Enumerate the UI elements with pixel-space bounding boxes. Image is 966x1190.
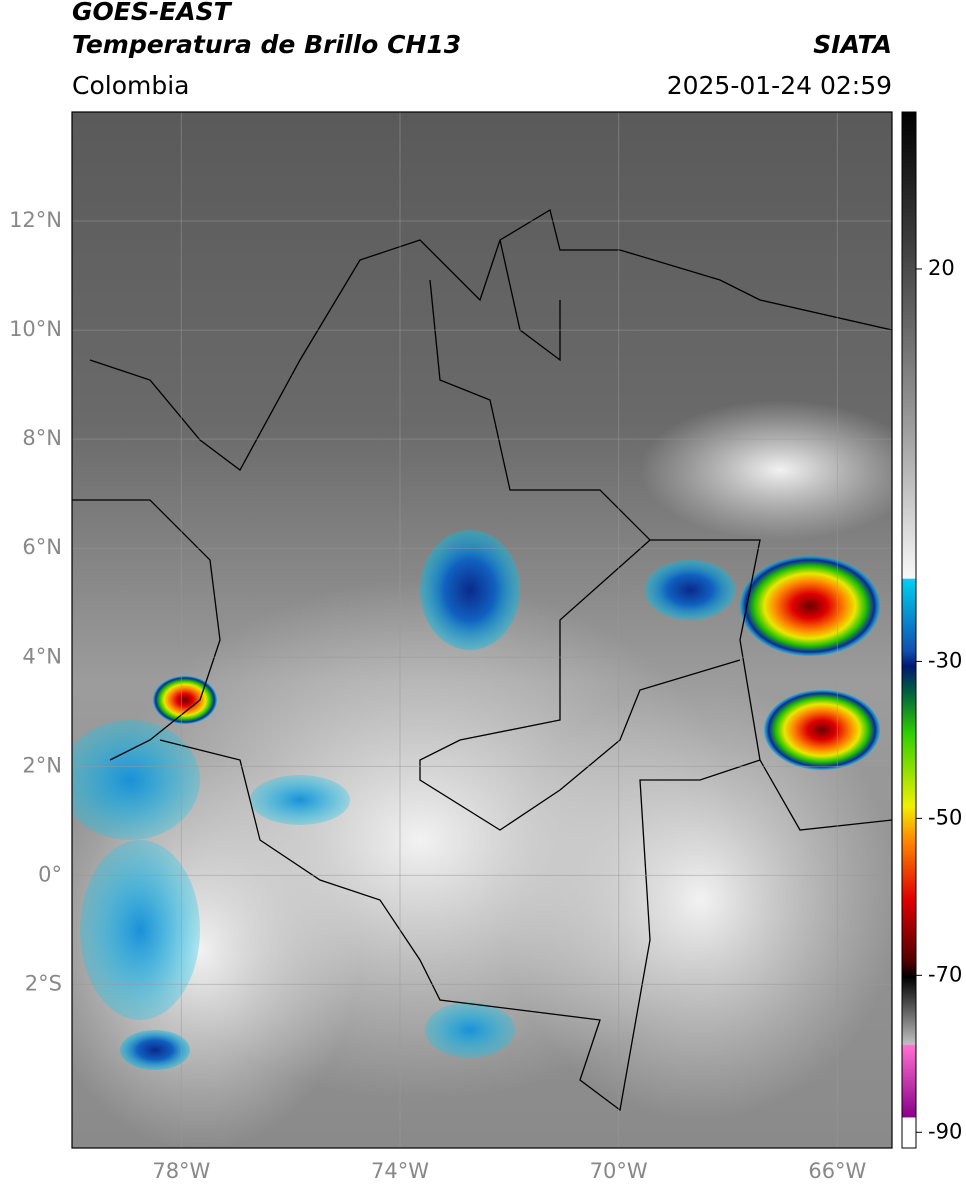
cloud-cold — [645, 560, 735, 620]
y-tick-label: 8°N — [22, 426, 62, 450]
storm — [153, 676, 217, 724]
cloud-cold — [120, 1030, 190, 1070]
x-tick-label: 74°W — [371, 1159, 429, 1183]
storm — [740, 556, 880, 656]
cloud-cold — [425, 1002, 515, 1058]
y-tick-label: 2°S — [25, 971, 62, 995]
map-frame — [71, 111, 893, 1149]
colorbar-tick-label: -50 — [928, 805, 962, 829]
y-tick-label: 4°N — [22, 644, 62, 668]
grid — [72, 112, 892, 1148]
storm — [764, 690, 880, 770]
x-tick-label: 78°W — [152, 1159, 210, 1183]
x-tick-label: 70°W — [590, 1159, 648, 1183]
x-tick-label: 66°W — [808, 1159, 866, 1183]
map-image — [72, 112, 892, 1148]
title: GOES-EAST — [72, 0, 233, 26]
y-tick-label: 2°N — [22, 753, 62, 777]
region: Colombia — [72, 71, 189, 100]
colorbar-tick-label: -30 — [928, 648, 962, 672]
colorbar-tick-label: 20 — [928, 256, 955, 280]
colorbar — [901, 111, 917, 1149]
timestamp: 2025-01-24 02:59 — [667, 71, 892, 100]
cloud-field — [500, 680, 892, 1120]
cloud-cold — [72, 720, 200, 840]
borders — [72, 208, 892, 1112]
y-tick-label: 0° — [38, 862, 62, 886]
cloud-cold — [80, 840, 200, 1020]
source: SIATA — [813, 30, 892, 59]
subtitle: Temperatura de Brillo CH13 — [72, 30, 461, 59]
y-tick-label: 12°N — [9, 208, 62, 232]
cloud-field — [640, 400, 892, 540]
cloud-cold — [250, 775, 350, 825]
y-tick-label: 6°N — [22, 535, 62, 559]
colorbar-tick-label: -90 — [928, 1119, 962, 1143]
colorbar-tick-label: -70 — [928, 962, 962, 986]
y-tick-label: 10°N — [9, 317, 62, 341]
cloud-cold — [420, 530, 520, 650]
